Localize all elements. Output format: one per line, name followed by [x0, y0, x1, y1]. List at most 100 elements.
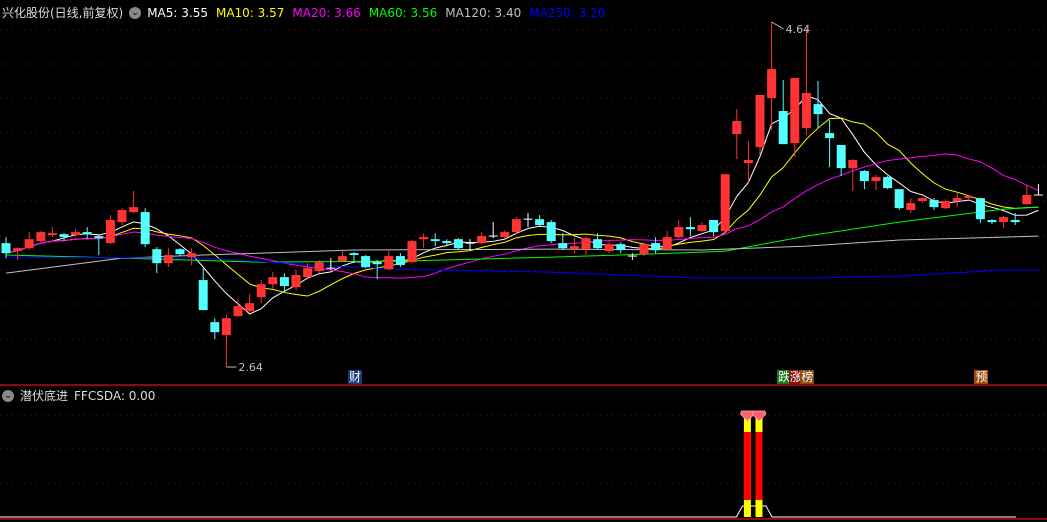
candle [627, 253, 637, 261]
candle [801, 28, 811, 135]
event-marker[interactable]: 财 [348, 370, 363, 384]
max-pointer [771, 21, 784, 30]
candle [941, 199, 951, 210]
candle-body [1, 243, 11, 254]
candle-body [917, 198, 927, 202]
candle-body [453, 239, 463, 249]
candle-body [825, 133, 835, 139]
candle-body [279, 277, 289, 287]
candle [639, 242, 649, 257]
candle-body [581, 238, 591, 250]
stock-title: 兴化股份(日线,前复权) [2, 6, 124, 20]
candle-body [59, 234, 69, 238]
candle [1010, 213, 1020, 226]
candle [419, 233, 429, 249]
candle [906, 198, 916, 214]
candle [651, 237, 661, 254]
candle [790, 78, 800, 158]
candle [152, 247, 162, 274]
candle-body [894, 189, 904, 209]
candle [755, 94, 765, 155]
candle-body [129, 207, 139, 213]
candle-body [859, 171, 869, 182]
candle-body [929, 200, 939, 208]
ma60-line [5, 206, 1039, 263]
candle-body [407, 241, 417, 263]
candle [384, 251, 394, 271]
candle [569, 238, 579, 254]
candle-body [767, 69, 777, 99]
candle [593, 233, 603, 250]
candle [848, 159, 858, 192]
candle [685, 217, 695, 237]
candle [871, 175, 881, 191]
event-marker[interactable]: 涨 [788, 370, 803, 384]
candle-body [140, 212, 150, 245]
candle [825, 119, 835, 168]
candle [314, 260, 324, 274]
candle [894, 189, 904, 211]
candle-body [720, 174, 730, 232]
candle [558, 233, 568, 251]
candle [210, 318, 220, 340]
diamond-icon [739, 410, 755, 422]
candle-body [511, 219, 521, 233]
candle [291, 270, 301, 291]
chevron-down-icon[interactable]: ⌄ [2, 389, 14, 402]
candle-body [36, 232, 46, 242]
candle [488, 222, 498, 239]
candle [105, 215, 115, 245]
candle-body [82, 232, 92, 235]
candle [71, 229, 81, 238]
candle [163, 248, 173, 268]
candle [697, 222, 707, 233]
candle [917, 197, 927, 204]
candle-body [569, 246, 579, 250]
candle-body [732, 121, 742, 135]
candle [662, 231, 672, 251]
candle [709, 220, 719, 237]
candle [140, 208, 150, 248]
candle-body [349, 253, 359, 256]
candle [987, 219, 997, 225]
candle-body [975, 198, 985, 220]
candle-body [71, 232, 81, 236]
candle-body [941, 201, 951, 209]
candle [221, 315, 231, 367]
candle [326, 258, 336, 271]
event-marker[interactable]: 预 [974, 370, 989, 384]
candle [36, 231, 46, 243]
candle-body [117, 210, 127, 223]
candle [453, 238, 463, 251]
ma120-line [5, 235, 1039, 274]
candle [732, 109, 742, 160]
candle-body [697, 225, 707, 232]
candle-body [94, 236, 104, 239]
chart-header: 兴化股份(日线,前复权) ⌄ MA5: 3.55 MA10: 3.57 MA20: … [2, 4, 605, 21]
candle [604, 240, 614, 254]
candle [929, 198, 939, 211]
candle-body [13, 248, 23, 252]
candle-body [419, 237, 429, 240]
moving-average-lines [5, 95, 1039, 315]
candle [1, 237, 11, 259]
indicator-panel [0, 410, 1016, 518]
candle-body [303, 268, 313, 278]
candle-body [999, 217, 1009, 223]
candle-body [651, 243, 661, 251]
candle-body [384, 256, 394, 270]
candle [245, 294, 255, 313]
chevron-down-icon[interactable]: ⌄ [129, 6, 142, 19]
indicator-value: FFCSDA: 0.00 [74, 388, 156, 403]
candle-body [175, 249, 185, 255]
candle [546, 220, 556, 244]
candle-body [709, 220, 719, 233]
event-marker[interactable]: 跌 [777, 370, 792, 384]
signal-bar-red [743, 432, 751, 500]
candle-body [685, 227, 695, 230]
ma-legend-item: MA60: 3.56 [368, 5, 438, 20]
candle-body [187, 253, 197, 258]
event-marker[interactable]: 榜 [800, 370, 815, 384]
candle [952, 193, 962, 208]
